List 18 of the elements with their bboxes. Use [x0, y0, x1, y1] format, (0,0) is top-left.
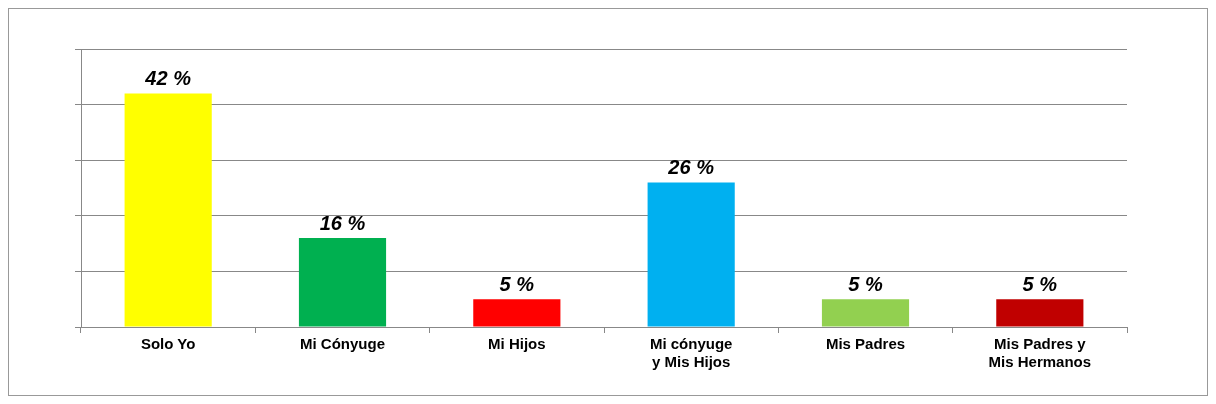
bar	[124, 93, 212, 327]
bar	[473, 299, 561, 327]
data-label: 5 %	[499, 272, 535, 295]
bar	[298, 238, 387, 327]
data-label: 42 %	[144, 67, 192, 89]
data-label: 16 %	[319, 211, 366, 234]
bar	[996, 299, 1084, 327]
x-tick-label: Solo Yo	[140, 335, 196, 353]
x-tick-label: Mi cónyuge y Mis Hijos	[649, 335, 733, 371]
bar	[647, 182, 735, 327]
x-tick-label: Mis Padres y Mis Hermanos	[988, 335, 1092, 371]
data-label: 5 %	[848, 272, 883, 295]
x-tick-label: Mis Padres	[825, 335, 906, 353]
data-label: 26 %	[667, 155, 715, 178]
x-tick-label: Mi Cónyuge	[300, 335, 385, 353]
bar	[821, 299, 910, 327]
data-label: 5 %	[1022, 272, 1058, 295]
x-tick-label: Mi Hijos	[488, 335, 546, 353]
